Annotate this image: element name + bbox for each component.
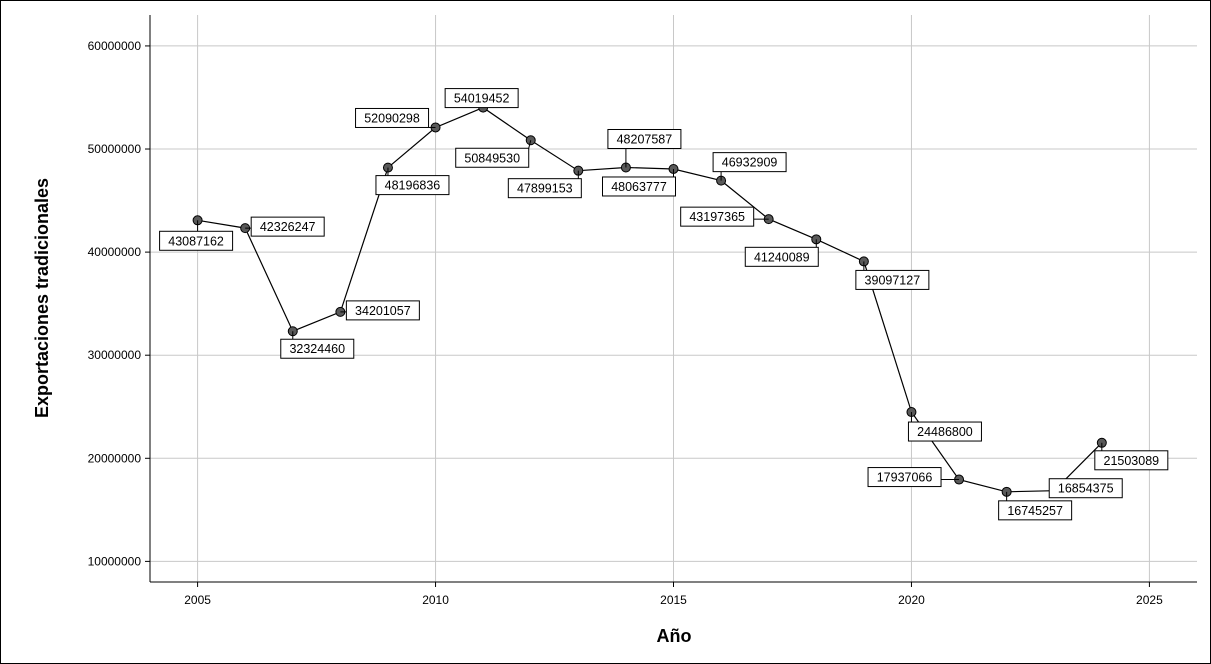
label-text: 54019452: [454, 92, 510, 106]
label-text: 17937066: [877, 471, 933, 485]
data-label: 48063777: [602, 168, 676, 197]
data-label: 52090298: [355, 107, 436, 128]
label-text: 48207587: [617, 132, 673, 146]
data-label: 16854375: [1048, 478, 1123, 499]
label-text: 47899153: [517, 182, 573, 196]
y-tick-label: 60000000: [88, 39, 142, 53]
data-label: 48196836: [375, 167, 450, 196]
x-tick-labels: 2005 2010 2015 2020 2025: [184, 593, 1163, 607]
label-box: [355, 107, 430, 128]
label-box: [998, 500, 1073, 521]
label-text: 52090298: [364, 111, 420, 125]
label-box: [280, 338, 355, 359]
data-label: 50849530: [455, 140, 532, 168]
data-labels: 43087162 42326247 32324460 34201057 48196836…: [159, 88, 1169, 521]
label-text: 43087162: [168, 234, 224, 248]
data-label: 24486800: [907, 412, 982, 442]
data-label: 43197365: [680, 206, 769, 227]
label-text: 24486800: [917, 425, 973, 439]
x-axis-title: Año: [657, 626, 692, 646]
data-label: 17937066: [867, 467, 960, 488]
data-label: 41240089: [744, 239, 819, 267]
label-box: [907, 421, 982, 442]
label-box: [855, 269, 930, 290]
label-text: 34201057: [355, 304, 411, 318]
gridlines: [150, 15, 1197, 582]
label-text: 41240089: [754, 250, 810, 264]
label-text: 48063777: [611, 180, 667, 194]
label-text: 32324460: [289, 342, 345, 356]
label-text: 43197365: [689, 210, 745, 224]
data-label: 16745257: [998, 491, 1073, 521]
label-text: 39097127: [865, 273, 921, 287]
label-box: [375, 175, 450, 196]
y-tick-label: 10000000: [88, 554, 142, 568]
label-box: [712, 152, 787, 173]
data-label: 39097127: [855, 261, 930, 290]
x-tick-label: 2015: [660, 593, 687, 607]
label-text: 16854375: [1058, 482, 1114, 496]
label-box: [455, 147, 530, 168]
label-text: 21503089: [1104, 454, 1160, 468]
label-text: 46932909: [722, 156, 778, 170]
y-tick-label: 50000000: [88, 142, 142, 156]
data-label: 21503089: [1094, 442, 1169, 471]
data-label: 47899153: [507, 170, 582, 199]
series-polyline: [197, 106, 1103, 493]
label-box: [744, 246, 819, 267]
label-text: 50849530: [464, 151, 520, 165]
y-axis-title: Exportaciones tradicionales: [32, 178, 52, 418]
label-box: [602, 176, 676, 197]
data-label: 42326247: [245, 216, 325, 237]
axes: [145, 15, 1197, 587]
label-box: [1048, 478, 1123, 499]
y-tick-labels: 10000000 20000000 30000000 40000000 50000000…: [88, 39, 142, 568]
y-tick-label: 20000000: [88, 451, 142, 465]
label-box: [159, 230, 234, 251]
data-label: 32324460: [280, 331, 355, 359]
data-label: 43087162: [159, 220, 234, 251]
y-tick-label: 30000000: [88, 348, 142, 362]
label-box: [345, 300, 420, 321]
label-text: 48196836: [385, 179, 441, 193]
data-label: 34201057: [340, 300, 420, 321]
label-box: [867, 467, 942, 488]
label-box: [680, 206, 755, 227]
x-tick-label: 2025: [1136, 593, 1163, 607]
label-text: 42326247: [260, 220, 316, 234]
label-box: [1094, 450, 1169, 471]
y-tick-label: 40000000: [88, 245, 142, 259]
label-box: [607, 128, 682, 149]
x-tick-label: 2005: [184, 593, 211, 607]
label-connector: [528, 140, 532, 149]
label-text: 16745257: [1007, 504, 1063, 518]
label-box: [507, 178, 582, 199]
x-tick-label: 2010: [422, 593, 449, 607]
data-label: 46932909: [712, 152, 787, 181]
label-box: [444, 88, 519, 109]
label-box: [250, 216, 325, 237]
x-tick-label: 2020: [898, 593, 925, 607]
data-label: 48207587: [607, 128, 682, 168]
data-label: 54019452: [444, 88, 519, 109]
